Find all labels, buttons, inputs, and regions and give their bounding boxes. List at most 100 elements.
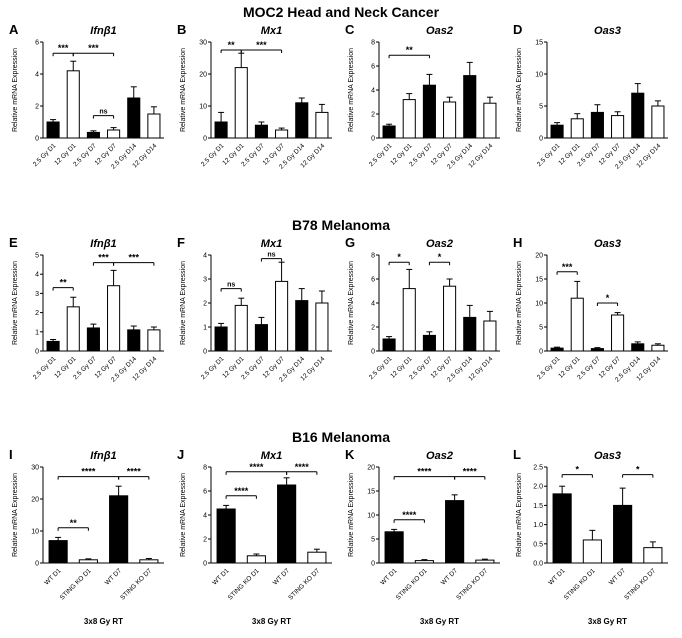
y-axis-label: Relative mRNA Expression — [12, 473, 19, 557]
x-tick-label: WT D1 — [43, 567, 62, 586]
chart-E: E Ifnβ1 Relative mRNA Expression 0 1 2 3 4 5 2.5 … — [9, 235, 164, 383]
bar — [475, 559, 495, 564]
y-tick-label: 8 — [371, 40, 375, 47]
y-tick-label: 3 — [35, 290, 39, 297]
bar — [414, 560, 434, 564]
bar — [643, 547, 663, 564]
bar — [295, 102, 309, 139]
bar — [86, 326, 100, 351]
bar — [590, 111, 604, 139]
x-tick-label: WT D7 — [440, 567, 459, 586]
x-tick-label: STING KO D7 — [119, 567, 153, 601]
section-title-b78: B78 Melanoma — [291, 216, 391, 233]
bar — [651, 344, 665, 351]
x-tick-label: 2.5 Gy D1 — [32, 142, 58, 168]
y-axis-label: Relative mRNA Expression — [348, 48, 355, 132]
chart-D: D Oas3 Relative mRNA Expression 0 5 10 15 2.5 G… — [513, 22, 668, 171]
y-tick-label: 1 — [35, 329, 39, 336]
x-tick-label: STING KO D7 — [287, 567, 321, 601]
x-tick-label: 2.5 Gy D1 — [32, 355, 58, 381]
chart-row-moc2: A Ifnβ1 Relative mRNA Expression 0 2 4 6 2.5 Gy… — [8, 20, 674, 197]
chart-title: Mx1 — [261, 25, 282, 37]
significance-label: *** — [562, 261, 573, 271]
bar — [66, 70, 80, 139]
y-axis-label: Relative mRNA Expression — [12, 48, 19, 132]
y-tick-label: 5 — [539, 324, 543, 331]
bar — [445, 500, 465, 564]
y-tick-label: 2 — [203, 537, 207, 544]
panel-letter: I — [9, 447, 13, 462]
significance-label: **** — [81, 467, 96, 477]
y-tick-label: 2.5 — [533, 465, 543, 472]
significance-label: *** — [98, 252, 109, 262]
significance-label: ns — [227, 281, 235, 288]
bar — [246, 555, 266, 564]
section-b16: B16 Melanoma I Ifnβ1 Relative mRNA Express… — [8, 427, 674, 634]
bar — [275, 129, 289, 139]
y-tick-label: 1.5 — [533, 503, 543, 510]
bar — [422, 84, 436, 139]
bar — [216, 508, 236, 564]
bar — [254, 323, 268, 351]
y-tick-label: 0 — [539, 136, 543, 143]
x-tick-label: STING KO D7 — [455, 567, 489, 601]
bar — [109, 495, 129, 564]
bar — [550, 347, 564, 352]
significance-label: **** — [234, 486, 249, 496]
y-tick-label: 2.0 — [533, 484, 543, 491]
y-tick-label: 15 — [367, 489, 375, 496]
y-tick-label: 0 — [35, 136, 39, 143]
panel-letter: H — [513, 235, 522, 250]
significance-label: ** — [70, 518, 78, 528]
y-tick-label: 2 — [203, 300, 207, 307]
y-tick-label: 2 — [35, 104, 39, 111]
bar — [234, 304, 248, 351]
y-tick-label: 8 — [203, 465, 207, 472]
y-tick-label: 0.5 — [533, 541, 543, 548]
y-tick-label: 4 — [371, 88, 375, 95]
panel-letter: G — [345, 235, 355, 250]
significance-label: **** — [463, 467, 478, 477]
panel-letter: J — [177, 447, 184, 462]
bar — [46, 121, 60, 139]
x-tick-label: 2.5 Gy D1 — [200, 142, 226, 168]
x-tick-label: STING KO D1 — [563, 567, 597, 601]
panel-letter: C — [345, 22, 355, 37]
bar — [46, 340, 60, 352]
y-tick-label: 6 — [203, 489, 207, 496]
y-tick-label: 0 — [371, 348, 375, 355]
bar — [315, 111, 329, 139]
y-tick-label: 10 — [367, 513, 375, 520]
y-tick-label: 5 — [539, 104, 543, 111]
x-tick-label: STING KO D1 — [59, 567, 93, 601]
y-tick-label: 30 — [31, 465, 39, 472]
significance-label: ns — [267, 251, 275, 258]
chart-I: I Ifnβ1 Relative mRNA Expression 0 10 20 30 WT … — [9, 447, 164, 626]
chart-title: Ifnβ1 — [90, 25, 116, 37]
y-tick-label: 2 — [371, 112, 375, 119]
bar — [382, 338, 396, 351]
y-tick-label: 10 — [31, 529, 39, 536]
y-axis-label: Relative mRNA Expression — [180, 473, 187, 557]
x-axis-label: 3x8 Gy RT — [84, 617, 123, 626]
panel-letter: K — [345, 447, 355, 462]
bar — [139, 559, 159, 564]
y-tick-label: 5 — [35, 252, 39, 259]
chart-title: Mx1 — [261, 238, 282, 250]
y-tick-label: 5 — [371, 537, 375, 544]
x-tick-label: WT D7 — [104, 567, 123, 586]
x-tick-label: STING KO D1 — [395, 567, 429, 601]
chart-title: Oas3 — [594, 450, 621, 462]
x-axis-label: 3x8 Gy RT — [252, 617, 291, 626]
significance-label: * — [636, 465, 640, 475]
panel-G: G Oas2 Relative mRNA Expression 0 2 4 6 8 2.5 Gy… — [344, 233, 506, 410]
chart-C: C Oas2 Relative mRNA Expression 0 2 4 6 8 2.5 Gy… — [345, 22, 500, 171]
bar — [307, 551, 327, 564]
y-tick-label: 0.0 — [533, 561, 543, 568]
bar — [590, 347, 604, 351]
x-tick-label: STING KO D1 — [227, 567, 261, 601]
y-tick-label: 1 — [203, 324, 207, 331]
bar — [613, 504, 633, 564]
y-tick-label: 4 — [203, 252, 207, 259]
